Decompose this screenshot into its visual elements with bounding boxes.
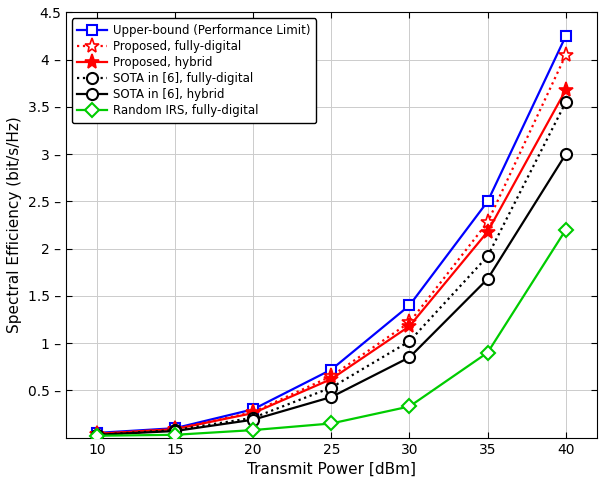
Random IRS, fully-digital [562,227,570,233]
Legend: Upper-bound (Performance Limit), Proposed, fully-digital, Proposed, hybrid, SOTA: Upper-bound (Performance Limit), Propose… [71,18,316,123]
Proposed, hybrid [484,229,491,235]
Upper-bound (Performance Limit) [93,430,100,436]
SOTA in [6], fully-digital [328,385,335,391]
Random IRS, fully-digital [93,433,100,439]
Upper-bound (Performance Limit) [249,407,257,412]
Proposed, hybrid [249,410,257,416]
Proposed, hybrid [93,431,100,437]
SOTA in [6], hybrid [93,432,100,438]
Proposed, hybrid [328,376,335,382]
Random IRS, fully-digital [406,404,413,409]
Upper-bound (Performance Limit) [406,302,413,308]
Proposed, fully-digital [172,426,179,432]
Upper-bound (Performance Limit) [484,198,491,204]
SOTA in [6], hybrid [484,276,491,282]
Proposed, fully-digital [562,52,570,58]
SOTA in [6], fully-digital [172,427,179,433]
Proposed, hybrid [562,87,570,93]
Proposed, fully-digital [249,409,257,415]
SOTA in [6], hybrid [406,354,413,360]
Upper-bound (Performance Limit) [172,425,179,431]
Line: Random IRS, fully-digital: Random IRS, fully-digital [92,225,571,440]
SOTA in [6], hybrid [562,151,570,157]
SOTA in [6], fully-digital [562,99,570,105]
Random IRS, fully-digital [172,432,179,438]
SOTA in [6], hybrid [172,428,179,434]
X-axis label: Transmit Power [dBm]: Transmit Power [dBm] [247,462,416,477]
Y-axis label: Spectral Efficiency (bit/s/Hz): Spectral Efficiency (bit/s/Hz) [7,117,22,333]
SOTA in [6], hybrid [249,417,257,423]
Proposed, hybrid [172,426,179,432]
SOTA in [6], fully-digital [406,338,413,344]
SOTA in [6], hybrid [328,394,335,400]
Proposed, fully-digital [484,219,491,225]
SOTA in [6], fully-digital [484,253,491,259]
Line: SOTA in [6], fully-digital: SOTA in [6], fully-digital [91,97,571,440]
SOTA in [6], fully-digital [93,432,100,438]
Upper-bound (Performance Limit) [328,367,335,373]
Line: SOTA in [6], hybrid: SOTA in [6], hybrid [91,149,571,440]
Random IRS, fully-digital [249,427,257,433]
Line: Proposed, fully-digital: Proposed, fully-digital [89,47,573,441]
Proposed, fully-digital [406,319,413,325]
Proposed, fully-digital [93,431,100,437]
Upper-bound (Performance Limit) [562,33,570,39]
Line: Upper-bound (Performance Limit): Upper-bound (Performance Limit) [92,31,571,438]
Proposed, hybrid [406,323,413,329]
Proposed, fully-digital [328,373,335,379]
Random IRS, fully-digital [328,421,335,426]
SOTA in [6], fully-digital [249,415,257,421]
Random IRS, fully-digital [484,350,491,356]
Line: Proposed, hybrid: Proposed, hybrid [89,82,573,441]
